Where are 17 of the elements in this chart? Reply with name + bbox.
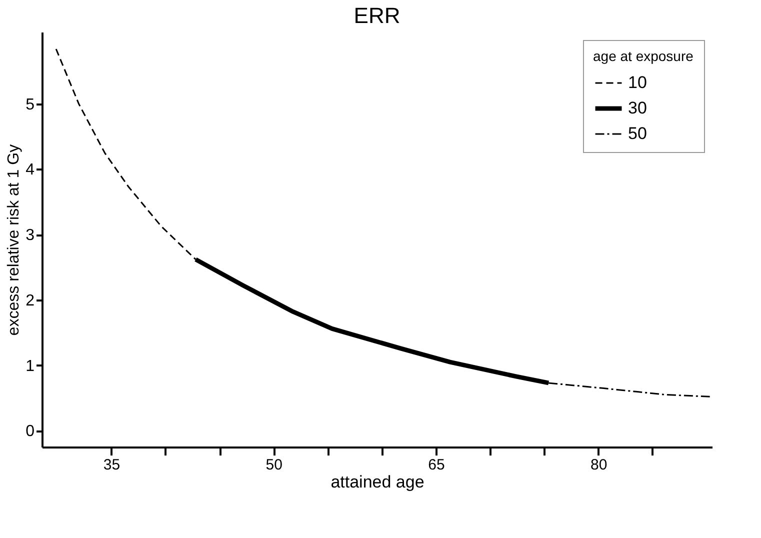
y-tick-label: 0 — [26, 423, 35, 440]
legend-label: 10 — [628, 73, 647, 92]
y-tick-label: 4 — [26, 162, 35, 179]
x-tick-label: 80 — [590, 456, 608, 474]
y-tick-label: 1 — [26, 358, 35, 375]
legend-label: 50 — [628, 124, 647, 143]
legend-label: 30 — [628, 98, 647, 118]
y-tick-label: 5 — [26, 96, 35, 114]
x-tick-label: 50 — [266, 456, 282, 474]
legend-title: age at exposure — [593, 48, 694, 64]
chart-title: ERR — [354, 3, 400, 28]
y-axis-title: excess relative risk at 1 Gy — [6, 144, 23, 336]
x-tick-label: 65 — [428, 456, 445, 474]
y-tick-label: 2 — [26, 292, 35, 310]
x-tick-label: 35 — [103, 456, 120, 474]
y-tick-label: 3 — [26, 227, 35, 244]
x-axis-title: attained age — [330, 472, 424, 492]
